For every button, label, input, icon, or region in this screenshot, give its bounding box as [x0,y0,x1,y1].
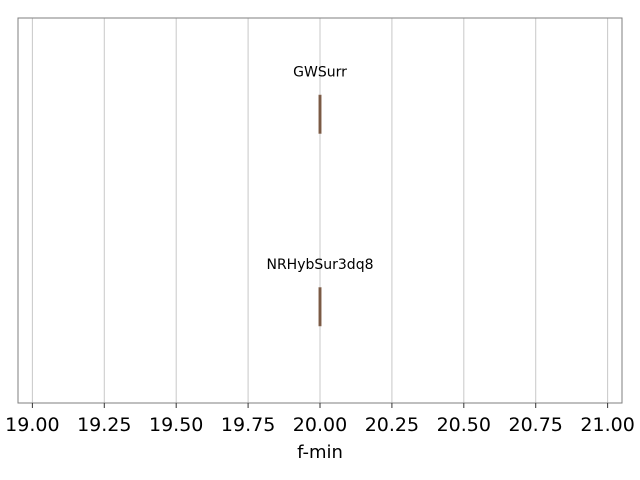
boxes [318,94,322,327]
x-tick-label: 20.75 [509,414,563,436]
grid-lines [31,18,609,403]
category-labels: GWSurr NRHybSur3dq8 [266,64,373,273]
x-tick-label: 21.00 [580,414,634,436]
x-tick-label: 20.00 [293,414,347,436]
series-label: NRHybSur3dq8 [266,257,373,273]
x-ticks: 19.00 19.25 19.50 19.75 20.00 20.25 20.50 20.75… [5,403,635,436]
x-axis-label: f-min [297,442,343,463]
x-tick-label: 19.50 [149,414,203,436]
x-tick-label: 20.50 [437,414,491,436]
x-tick-label: 19.25 [77,414,131,436]
series-label: GWSurr [293,64,347,80]
x-tick-label: 20.25 [365,414,419,436]
x-tick-label: 19.75 [221,414,275,436]
x-tick-label: 19.00 [5,414,59,436]
